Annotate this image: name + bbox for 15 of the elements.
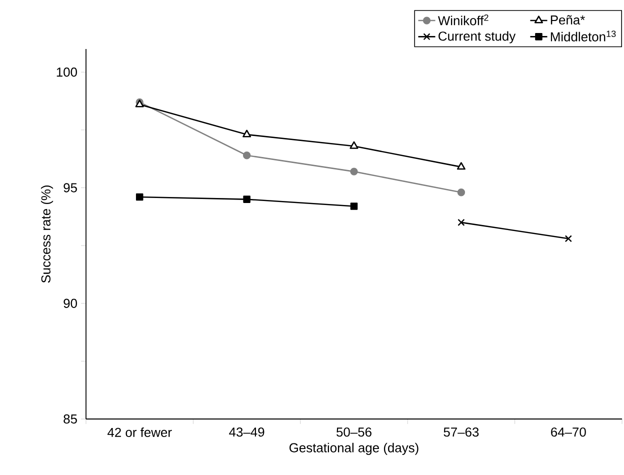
legend-label: Winikoff$^{2}$	[438, 14, 488, 26]
legend-label: Current study	[438, 31, 516, 44]
y-tick-label: 100	[56, 68, 77, 77]
x-tick-label: 50–56	[336, 427, 372, 437]
y-tick-label: 95	[64, 183, 77, 192]
y-tick-label: 85	[64, 414, 77, 424]
legend-label: Middleton$^{13}$	[550, 30, 616, 42]
x-axis-title: Gestational age (days)	[290, 442, 418, 455]
x-tick-label: 57–63	[444, 427, 479, 437]
legend-label: Peña*	[550, 15, 585, 25]
x-tick-label: 64–70	[551, 427, 586, 437]
x-tick-label: 43–49	[229, 427, 264, 437]
y-axis-title: Success rate (%)	[40, 186, 54, 283]
x-tick-label: 42 or fewer	[108, 428, 172, 437]
y-tick-label: 90	[64, 298, 77, 308]
